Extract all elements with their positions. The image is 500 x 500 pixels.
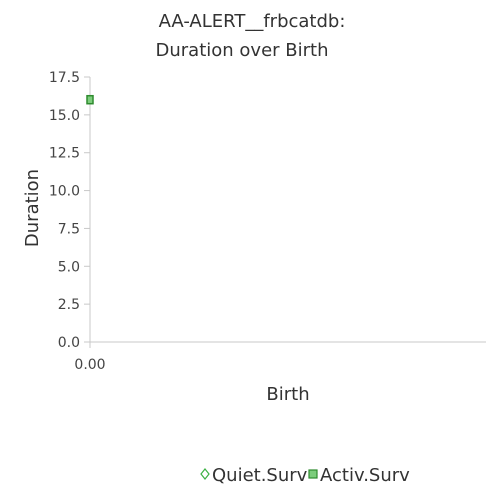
y-tick-label: 5.0	[58, 259, 80, 275]
y-tick-label: 17.5	[49, 70, 80, 86]
legend-label: Activ.Surv	[320, 465, 410, 486]
data-point	[86, 94, 94, 105]
y-tick-label: 12.5	[49, 146, 80, 162]
legend-marker	[200, 468, 210, 480]
y-tick-label: 15.0	[49, 108, 80, 124]
legend-label: Quiet.Surv	[212, 465, 308, 486]
x-tick-label: 0.00	[74, 357, 105, 373]
y-axis-title: Duration	[22, 169, 43, 247]
y-tick-label: 7.5	[58, 221, 80, 237]
y-tick-label: 2.5	[58, 297, 80, 313]
plot-area: 0.0 2.5 5.0 7.5 10.0 12.5 15.0 17.5 0.00	[49, 70, 486, 373]
chart-title-line-1: AA-ALERT__frbcatdb:	[159, 11, 346, 32]
chart-title-line-2: Duration over Birth	[156, 40, 329, 61]
y-tick-label: 10.0	[49, 184, 80, 200]
y-tick-label: 0.0	[58, 335, 80, 351]
legend: Quiet.Surv Activ.Surv	[200, 465, 410, 486]
x-axis-title: Birth	[266, 384, 309, 405]
legend-marker	[308, 469, 318, 479]
